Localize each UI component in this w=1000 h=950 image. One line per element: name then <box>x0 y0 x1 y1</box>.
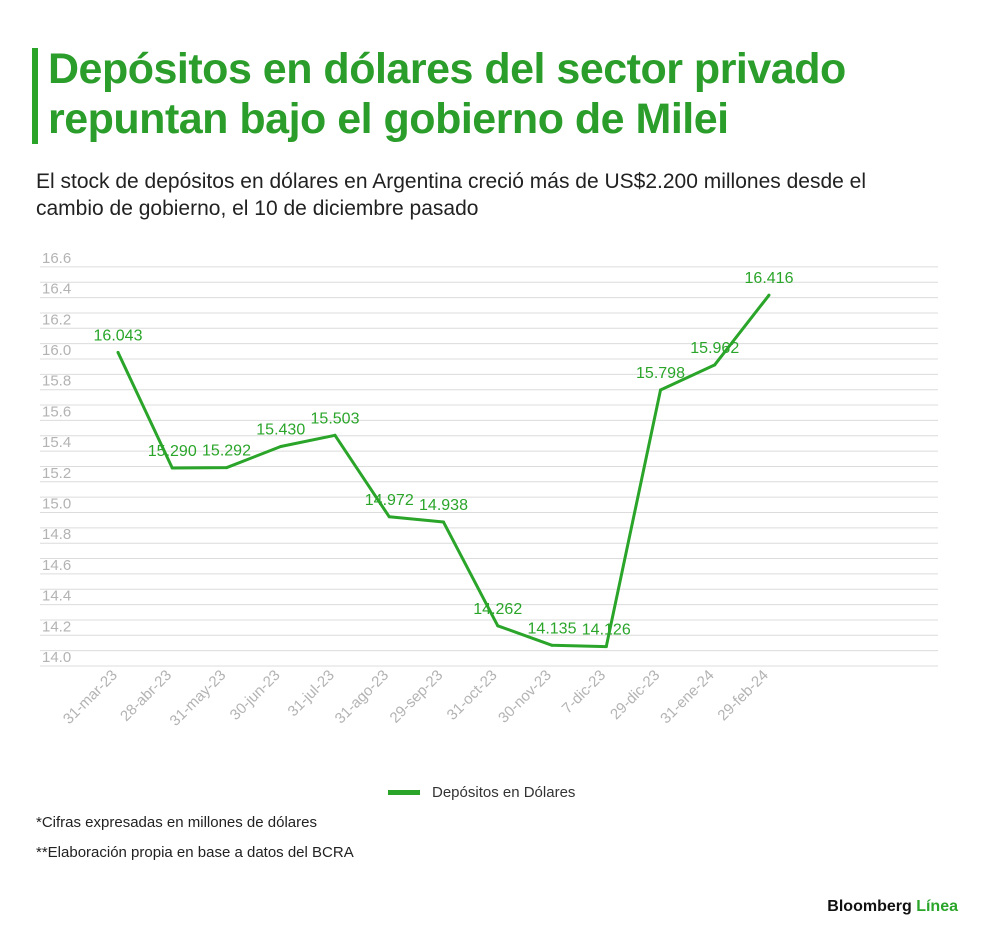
x-tick-label: 31-mar-23 <box>60 667 121 728</box>
brand-accent: Línea <box>916 898 958 915</box>
x-tick-label: 30-jun-23 <box>227 667 284 724</box>
data-label: 15.290 <box>148 443 197 460</box>
y-tick-label: 14.0 <box>42 649 71 666</box>
series-line-depositos <box>116 294 771 649</box>
brand-name: Bloomberg <box>827 898 912 915</box>
data-point <box>387 515 391 519</box>
y-tick-label: 15.4 <box>42 434 71 451</box>
x-tick-label: 30-nov-23 <box>495 667 555 727</box>
data-point <box>713 363 717 367</box>
data-label: 14.938 <box>419 497 468 514</box>
y-tick-label: 16.0 <box>42 342 71 359</box>
y-tick-label: 15.0 <box>42 496 71 513</box>
y-tick-label: 14.4 <box>42 588 71 605</box>
x-tick-label: 29-sep-23 <box>387 667 447 727</box>
y-tick-label: 15.8 <box>42 373 71 390</box>
data-label: 14.972 <box>365 492 414 509</box>
y-tick-label: 16.2 <box>42 311 71 328</box>
legend-swatch <box>388 790 420 795</box>
footnote-units: *Cifras expresadas en millones de dólare… <box>36 814 317 831</box>
data-point <box>170 466 174 470</box>
data-points <box>116 293 771 649</box>
data-point <box>225 466 228 470</box>
data-label: 16.416 <box>745 270 794 287</box>
data-label: 14.262 <box>473 601 522 618</box>
footnote-source: **Elaboración propia en base a datos del… <box>36 844 354 861</box>
x-tick-label: 31-may-23 <box>167 667 230 730</box>
data-label: 15.962 <box>690 340 739 357</box>
page-title: Depósitos en dólares del sector privado … <box>48 45 846 143</box>
data-point <box>279 444 283 448</box>
title-accent-bar <box>32 48 38 144</box>
x-tick-label: 31-ago-23 <box>332 667 392 727</box>
y-tick-label: 14.6 <box>42 557 71 574</box>
x-tick-label: 31-oct-23 <box>444 667 501 724</box>
y-tick-label: 15.2 <box>42 465 71 482</box>
y-tick-label: 14.2 <box>42 618 71 635</box>
data-point <box>442 520 445 524</box>
data-point <box>550 643 554 647</box>
data-label: 15.430 <box>256 421 305 438</box>
x-tick-label: 28-abr-23 <box>117 667 175 725</box>
data-label: 15.503 <box>311 410 360 427</box>
data-point <box>116 350 120 354</box>
x-tick-label: 29-dic-23 <box>607 667 663 723</box>
data-point <box>604 645 608 649</box>
y-axis-ticks: 14.0 14.2 14.4 14.6 14.8 15.0 15.2 15.4 15.6 15.8… <box>42 250 71 666</box>
y-tick-label: 16.4 <box>42 281 71 298</box>
data-point <box>659 388 662 392</box>
x-tick-label: 29-feb-24 <box>714 667 771 724</box>
line-chart: 14.0 14.2 14.4 14.6 14.8 15.0 15.2 15.4 15.6 15.8… <box>40 250 938 730</box>
data-point <box>767 293 771 297</box>
data-label: 14.126 <box>582 622 631 639</box>
data-labels: 16.043 15.290 15.292 15.430 15.503 14.972 14.9… <box>94 270 794 639</box>
legend-label: Depósitos en Dólares <box>432 784 576 801</box>
data-label: 15.798 <box>636 365 685 382</box>
y-tick-label: 14.8 <box>42 526 71 543</box>
data-label: 15.292 <box>202 443 251 460</box>
grid-lines <box>40 266 938 667</box>
y-tick-label: 15.6 <box>42 403 71 420</box>
legend: Depósitos en Dólares <box>388 784 575 801</box>
data-label: 16.043 <box>94 327 143 344</box>
page-subtitle: El stock de depósitos en dólares en Arge… <box>36 170 866 220</box>
x-tick-label: 31-jul-23 <box>285 667 338 720</box>
brand-logo: Bloomberg Línea <box>827 898 958 916</box>
data-label: 14.135 <box>528 620 577 637</box>
x-tick-label: 31-ene-24 <box>657 667 717 727</box>
data-point <box>496 624 500 628</box>
y-tick-label: 16.6 <box>42 250 71 267</box>
x-tick-label: 7-dic-23 <box>559 667 609 717</box>
data-point <box>333 433 337 437</box>
